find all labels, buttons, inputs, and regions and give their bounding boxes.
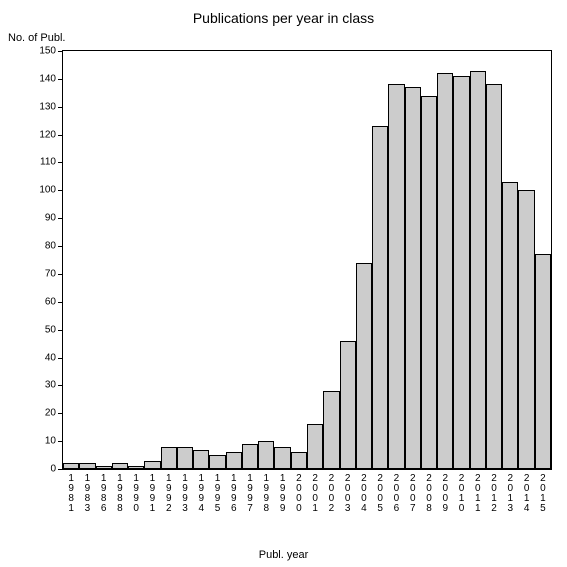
y-tick-label: 100 bbox=[39, 185, 56, 196]
bars-group bbox=[63, 51, 551, 469]
bar bbox=[323, 391, 339, 469]
bar bbox=[291, 452, 307, 469]
x-tick-label: 2 0 0 7 bbox=[410, 474, 416, 514]
y-tick-label: 20 bbox=[45, 408, 56, 419]
bar bbox=[421, 96, 437, 469]
x-tick-label: 2 0 0 3 bbox=[345, 474, 351, 514]
chart-container: Publications per year in class No. of Pu… bbox=[0, 0, 567, 567]
y-tick-label: 40 bbox=[45, 352, 56, 363]
x-tick-label: 1 9 9 8 bbox=[264, 474, 270, 514]
y-axis-label: No. of Publ. bbox=[8, 32, 65, 44]
x-tick-label: 1 9 8 3 bbox=[85, 474, 91, 514]
bar bbox=[242, 444, 258, 469]
y-tick-label: 50 bbox=[45, 324, 56, 335]
y-tick-label: 30 bbox=[45, 380, 56, 391]
bar bbox=[535, 254, 551, 469]
bar bbox=[453, 76, 469, 469]
bar bbox=[177, 447, 193, 469]
y-tick-label: 10 bbox=[45, 436, 56, 447]
bar bbox=[193, 450, 209, 470]
y-tick-label: 130 bbox=[39, 101, 56, 112]
x-tick-label: 2 0 1 3 bbox=[508, 474, 514, 514]
bar bbox=[96, 466, 112, 469]
bar bbox=[372, 126, 388, 469]
x-axis-label: Publ. year bbox=[0, 549, 567, 561]
x-tick-label: 2 0 0 2 bbox=[329, 474, 335, 514]
x-tick-label: 1 9 9 1 bbox=[150, 474, 156, 514]
bar bbox=[486, 84, 502, 469]
bar bbox=[63, 463, 79, 469]
x-tick-label: 2 0 1 0 bbox=[459, 474, 465, 514]
y-tick-label: 90 bbox=[45, 213, 56, 224]
x-tick-label: 1 9 9 0 bbox=[133, 474, 139, 514]
x-tick-label: 1 9 8 8 bbox=[117, 474, 123, 514]
bar bbox=[307, 424, 323, 469]
x-tick-label: 2 0 0 1 bbox=[312, 474, 318, 514]
y-tick-label: 120 bbox=[39, 129, 56, 140]
x-tick-label: 2 0 0 8 bbox=[426, 474, 432, 514]
x-tick-label: 2 0 0 5 bbox=[377, 474, 383, 514]
y-tick-label: 140 bbox=[39, 73, 56, 84]
x-tick-label: 1 9 9 4 bbox=[198, 474, 204, 514]
bar bbox=[437, 73, 453, 469]
x-tick-label: 1 9 8 1 bbox=[68, 474, 74, 514]
bar bbox=[470, 71, 486, 469]
bar bbox=[161, 447, 177, 469]
y-tick-label: 70 bbox=[45, 268, 56, 279]
bar bbox=[388, 84, 404, 469]
chart-title: Publications per year in class bbox=[0, 10, 567, 26]
x-tick-label: 2 0 0 0 bbox=[296, 474, 302, 514]
bar bbox=[405, 87, 421, 469]
y-ticks: 0102030405060708090100110120130140150 bbox=[0, 50, 62, 470]
bar bbox=[502, 182, 518, 469]
x-tick-label: 1 9 9 6 bbox=[231, 474, 237, 514]
bar bbox=[144, 461, 160, 469]
bar bbox=[518, 190, 534, 469]
x-tick-label: 1 9 9 5 bbox=[215, 474, 221, 514]
bar bbox=[356, 263, 372, 469]
y-tick-label: 80 bbox=[45, 241, 56, 252]
bar bbox=[112, 463, 128, 469]
x-tick-label: 2 0 1 1 bbox=[475, 474, 481, 514]
x-tick-label: 1 9 9 2 bbox=[166, 474, 172, 514]
x-ticks: 1 9 8 1 1 9 8 3 1 9 8 6 1 9 8 8 1 9 9 0 1 9 9… bbox=[62, 472, 552, 532]
y-tick-label: 60 bbox=[45, 296, 56, 307]
x-tick-label: 1 9 8 6 bbox=[101, 474, 107, 514]
bar bbox=[340, 341, 356, 469]
x-tick-label: 2 0 0 4 bbox=[361, 474, 367, 514]
bar bbox=[128, 466, 144, 469]
x-tick-label: 2 0 0 6 bbox=[394, 474, 400, 514]
x-tick-label: 1 9 9 3 bbox=[182, 474, 188, 514]
bar bbox=[258, 441, 274, 469]
bar bbox=[209, 455, 225, 469]
plot-area bbox=[62, 50, 552, 470]
x-tick-label: 1 9 9 7 bbox=[247, 474, 253, 514]
bar bbox=[226, 452, 242, 469]
y-tick-label: 0 bbox=[50, 464, 56, 475]
y-tick-label: 150 bbox=[39, 46, 56, 57]
bar bbox=[79, 463, 95, 469]
x-tick-label: 2 0 0 9 bbox=[442, 474, 448, 514]
y-tick-label: 110 bbox=[40, 157, 56, 168]
bar bbox=[274, 447, 290, 469]
x-tick-label: 2 0 1 5 bbox=[540, 474, 546, 514]
x-tick-label: 2 0 1 2 bbox=[491, 474, 497, 514]
x-tick-label: 2 0 1 4 bbox=[524, 474, 530, 514]
x-tick-label: 1 9 9 9 bbox=[280, 474, 286, 514]
